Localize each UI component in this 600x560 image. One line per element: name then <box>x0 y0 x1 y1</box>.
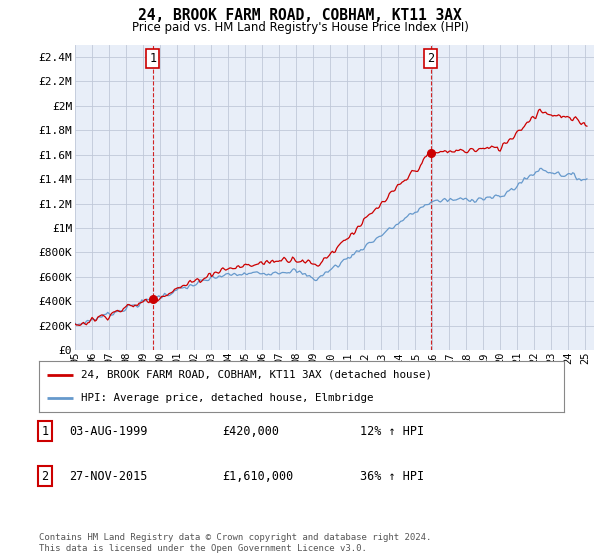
Text: 1: 1 <box>41 424 49 438</box>
Text: 24, BROOK FARM ROAD, COBHAM, KT11 3AX: 24, BROOK FARM ROAD, COBHAM, KT11 3AX <box>138 8 462 24</box>
Text: 24, BROOK FARM ROAD, COBHAM, KT11 3AX (detached house): 24, BROOK FARM ROAD, COBHAM, KT11 3AX (d… <box>81 370 432 380</box>
Text: Contains HM Land Registry data © Crown copyright and database right 2024.
This d: Contains HM Land Registry data © Crown c… <box>39 533 431 553</box>
Text: 2: 2 <box>427 53 434 66</box>
Text: 36% ↑ HPI: 36% ↑ HPI <box>360 469 424 483</box>
Text: Price paid vs. HM Land Registry's House Price Index (HPI): Price paid vs. HM Land Registry's House … <box>131 21 469 34</box>
Text: HPI: Average price, detached house, Elmbridge: HPI: Average price, detached house, Elmb… <box>81 393 373 403</box>
Text: 2: 2 <box>41 469 49 483</box>
Text: £420,000: £420,000 <box>222 424 279 438</box>
Text: 03-AUG-1999: 03-AUG-1999 <box>69 424 148 438</box>
Text: £1,610,000: £1,610,000 <box>222 469 293 483</box>
Text: 27-NOV-2015: 27-NOV-2015 <box>69 469 148 483</box>
Text: 1: 1 <box>149 53 157 66</box>
Text: 12% ↑ HPI: 12% ↑ HPI <box>360 424 424 438</box>
